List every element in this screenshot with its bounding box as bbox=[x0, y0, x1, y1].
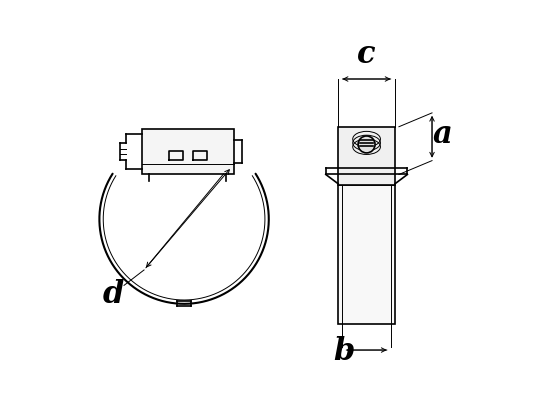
Polygon shape bbox=[338, 128, 395, 186]
Text: c: c bbox=[358, 39, 376, 70]
Text: a: a bbox=[433, 119, 453, 150]
Text: d: d bbox=[102, 279, 124, 310]
Polygon shape bbox=[338, 186, 395, 324]
Circle shape bbox=[358, 137, 375, 153]
Polygon shape bbox=[142, 130, 234, 174]
Text: b: b bbox=[333, 335, 354, 366]
